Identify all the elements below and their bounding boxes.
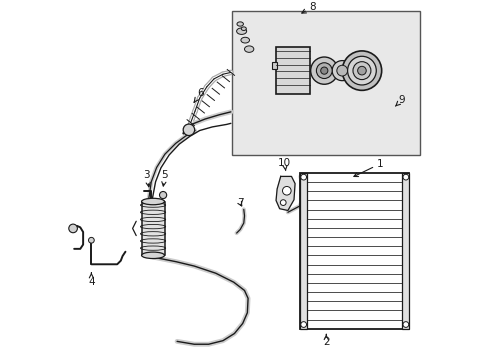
Text: 8: 8: [301, 2, 315, 13]
Text: 6: 6: [194, 88, 203, 102]
Ellipse shape: [142, 252, 164, 258]
Circle shape: [88, 237, 94, 243]
Ellipse shape: [241, 27, 246, 31]
Text: 3: 3: [143, 170, 150, 187]
Polygon shape: [276, 176, 294, 211]
Ellipse shape: [244, 46, 253, 52]
Bar: [300, 173, 408, 329]
Bar: [402, 173, 408, 329]
Bar: [142, 202, 164, 255]
Bar: [275, 47, 309, 94]
Circle shape: [300, 174, 306, 180]
Circle shape: [342, 51, 381, 90]
Circle shape: [352, 62, 370, 80]
Text: 1: 1: [353, 159, 383, 176]
Text: 4: 4: [88, 273, 95, 287]
Circle shape: [300, 321, 306, 327]
Text: 7: 7: [236, 198, 243, 208]
Ellipse shape: [237, 22, 243, 26]
Circle shape: [310, 57, 337, 84]
Ellipse shape: [241, 37, 249, 43]
Ellipse shape: [142, 198, 164, 205]
Bar: [271, 62, 276, 69]
Circle shape: [357, 66, 366, 75]
Circle shape: [320, 67, 327, 74]
Bar: [300, 173, 306, 329]
Circle shape: [402, 321, 408, 327]
Circle shape: [402, 174, 408, 180]
Bar: [231, 12, 419, 155]
Circle shape: [331, 60, 351, 81]
Circle shape: [159, 192, 166, 199]
Text: 2: 2: [322, 334, 329, 347]
Ellipse shape: [236, 28, 246, 35]
Circle shape: [282, 186, 290, 195]
Circle shape: [347, 56, 376, 85]
Circle shape: [69, 224, 77, 233]
Circle shape: [336, 65, 347, 76]
Text: 10: 10: [278, 158, 291, 171]
Circle shape: [183, 124, 194, 135]
Text: 9: 9: [395, 95, 404, 106]
Circle shape: [316, 63, 331, 78]
Text: 5: 5: [161, 170, 168, 186]
Circle shape: [280, 200, 285, 206]
